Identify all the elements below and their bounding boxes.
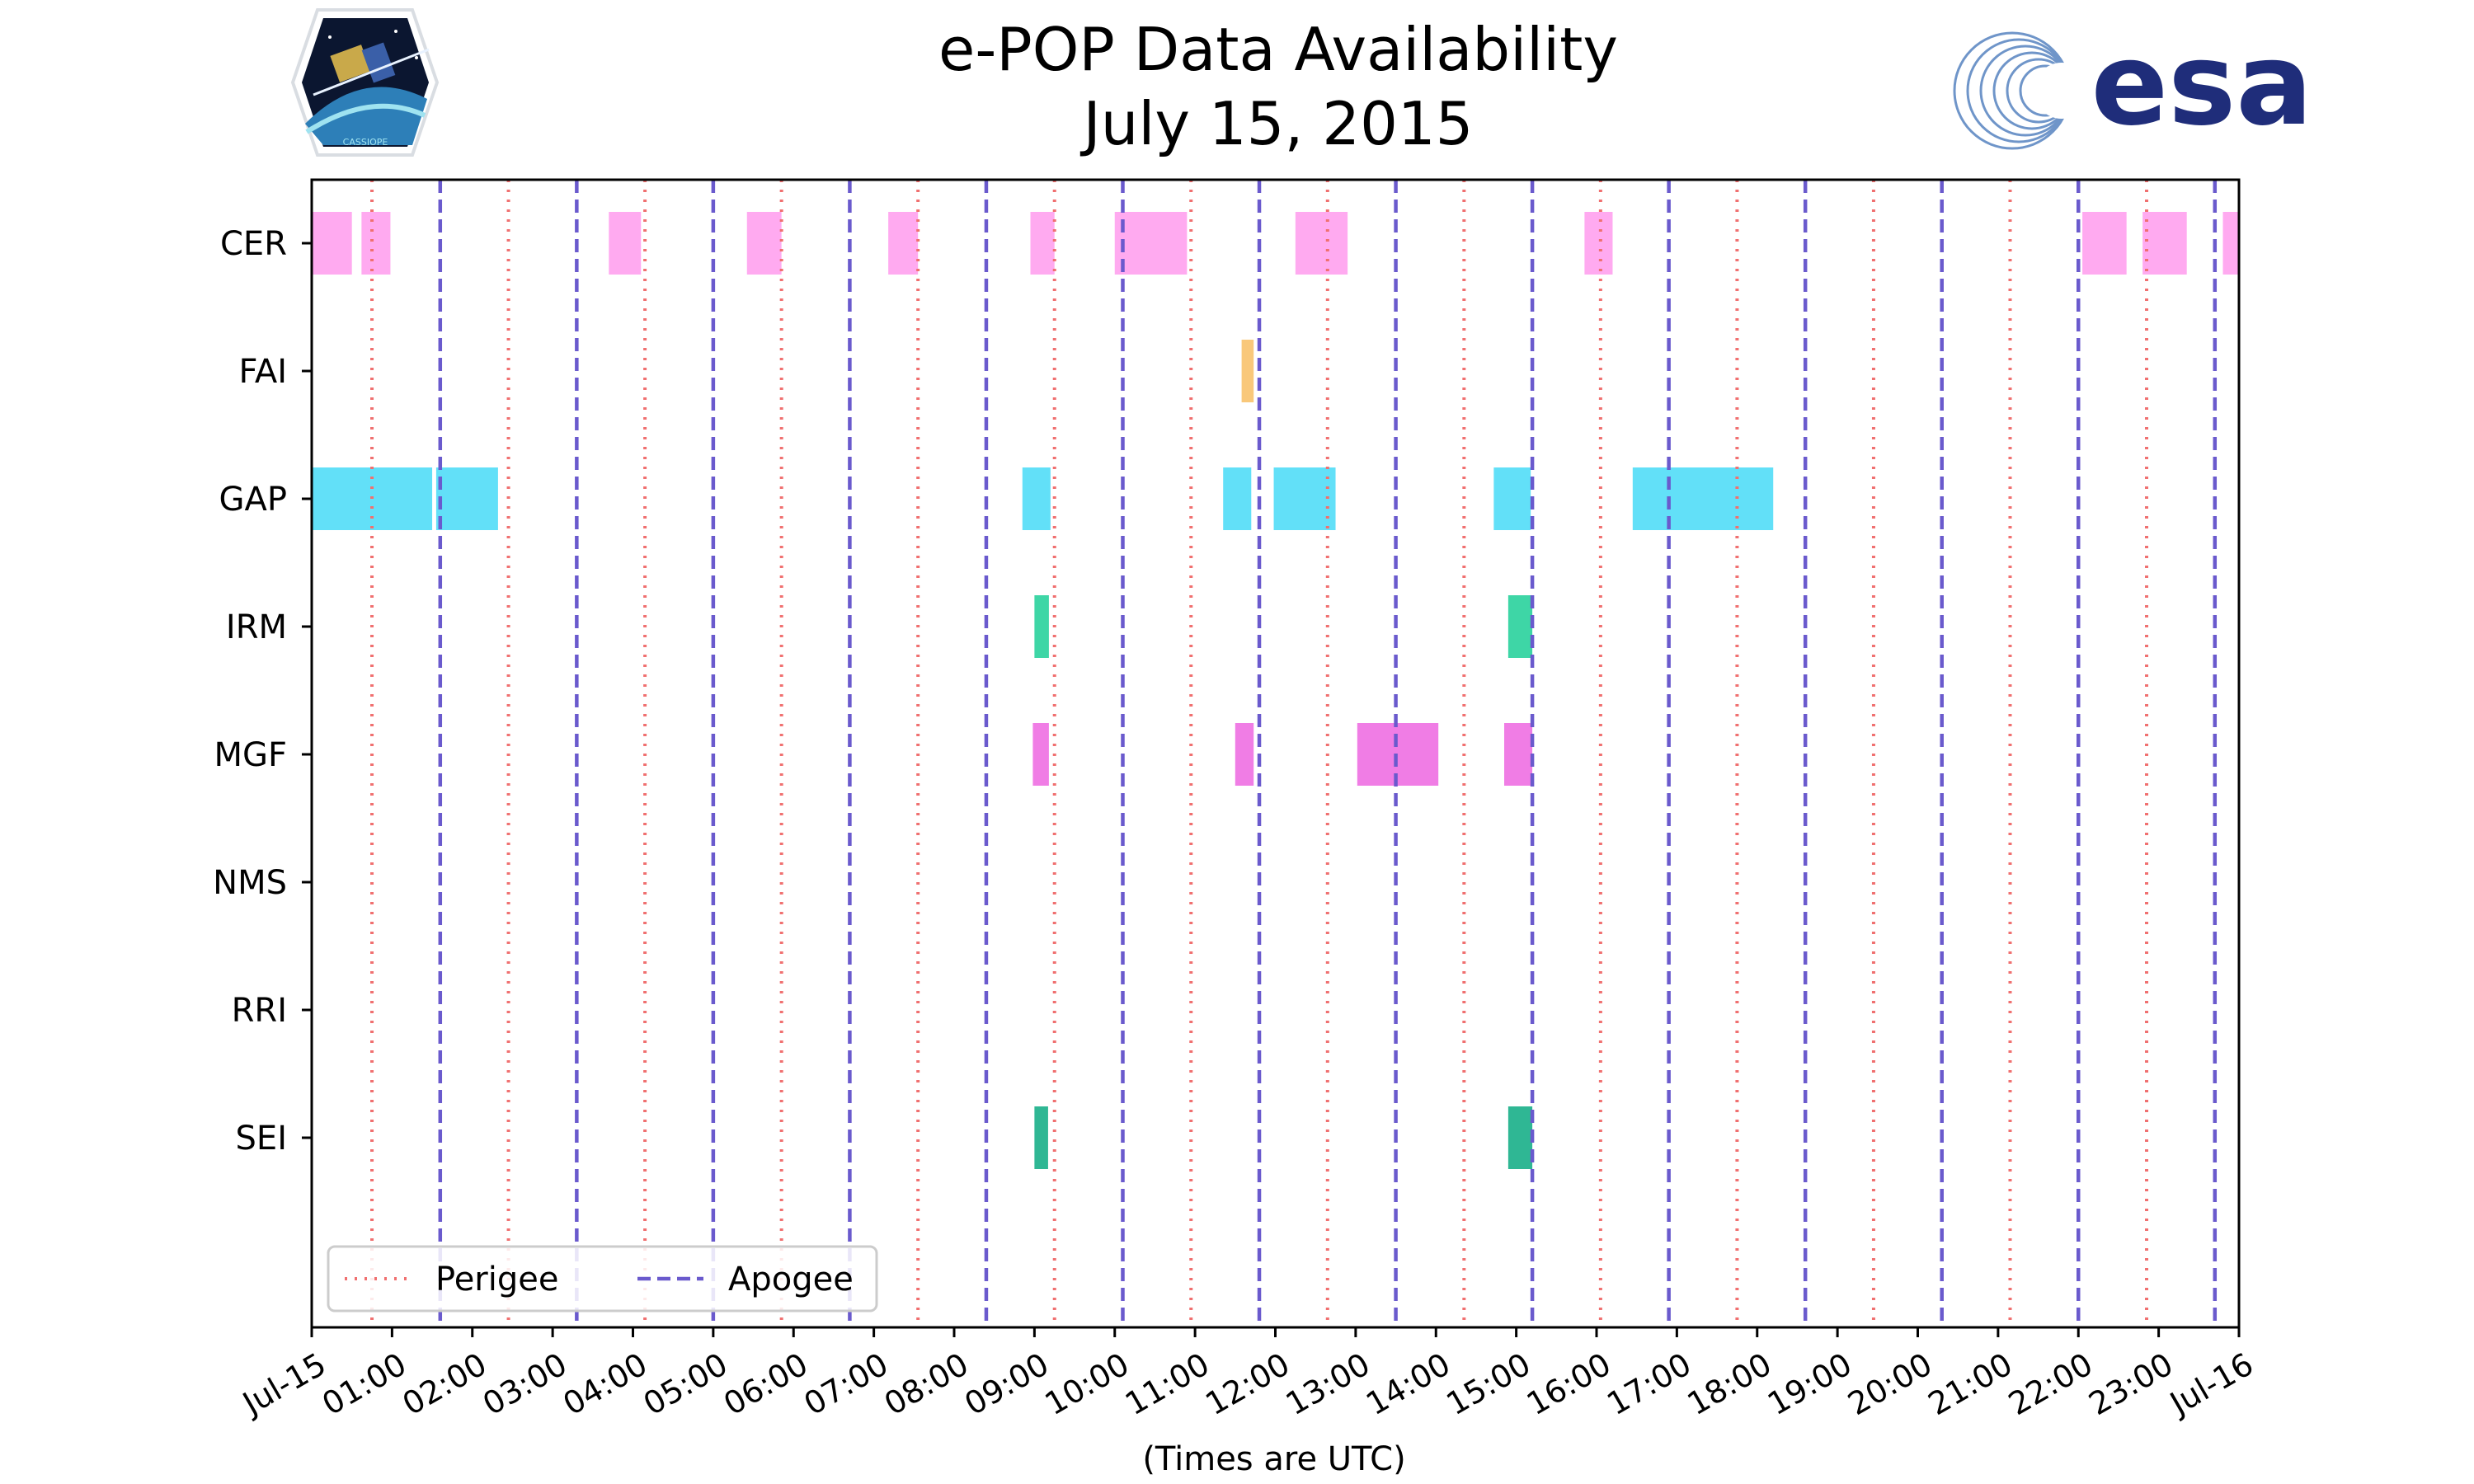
bar-cer-0 bbox=[312, 212, 352, 275]
legend-perigee-label: Perigee bbox=[435, 1261, 558, 1298]
bar-cer-2 bbox=[609, 212, 642, 275]
x-tick-label-24: Jul-16 bbox=[2163, 1345, 2260, 1422]
chart-title: e-POP Data Availability bbox=[938, 15, 1618, 84]
legend-box bbox=[327, 1245, 878, 1313]
x-axis-label: (Times are UTC) bbox=[1142, 1440, 1405, 1478]
x-tick-label-21: 21:00 bbox=[1922, 1345, 2019, 1422]
x-tick-label-18: 18:00 bbox=[1681, 1345, 1778, 1422]
x-tick-label-8: 08:00 bbox=[878, 1345, 975, 1422]
x-tick-label-3: 03:00 bbox=[477, 1345, 573, 1422]
y-tick-label-cer: CER bbox=[220, 225, 287, 263]
bar-sei-1 bbox=[1507, 1106, 1533, 1169]
bar-gap-1 bbox=[435, 467, 498, 530]
bar-irm-0 bbox=[1034, 595, 1049, 658]
y-tick-label-irm: IRM bbox=[226, 608, 287, 646]
bar-cer-10 bbox=[2142, 212, 2187, 275]
data-bars bbox=[312, 212, 2239, 1169]
x-tick-label-1: 01:00 bbox=[316, 1345, 412, 1422]
cassiope-badge-label: CASSIOPE bbox=[343, 137, 388, 148]
bar-gap-5 bbox=[1493, 467, 1531, 530]
x-tick-label-16: 16:00 bbox=[1521, 1345, 1617, 1422]
x-tick-label-6: 06:00 bbox=[717, 1345, 814, 1422]
bar-cer-6 bbox=[1114, 212, 1188, 275]
x-tick-label-19: 19:00 bbox=[1761, 1345, 1858, 1422]
x-tick-label-23: 23:00 bbox=[2083, 1345, 2180, 1422]
esa-wordmark: esa bbox=[2091, 18, 2313, 151]
bar-cer-11 bbox=[2222, 212, 2239, 275]
bar-sei-0 bbox=[1034, 1106, 1048, 1169]
x-tick-label-4: 04:00 bbox=[557, 1345, 653, 1422]
chart-subtitle: July 15, 2015 bbox=[1080, 89, 1474, 158]
esa-logo-icon: esa bbox=[1953, 18, 2313, 151]
legend: Perigee Apogee bbox=[327, 1245, 878, 1313]
cassiope-badge-icon: CASSIOPE bbox=[290, 8, 440, 157]
x-tick-label-13: 13:00 bbox=[1280, 1345, 1376, 1422]
bar-mgf-3 bbox=[1504, 723, 1533, 786]
bar-mgf-2 bbox=[1357, 723, 1439, 786]
legend-apogee-label: Apogee bbox=[728, 1261, 854, 1298]
x-tick-label-14: 14:00 bbox=[1360, 1345, 1456, 1422]
y-tick-label-sei: SEI bbox=[236, 1120, 287, 1158]
x-tick-label-20: 20:00 bbox=[1841, 1345, 1938, 1422]
y-tick-label-rri: RRI bbox=[232, 992, 287, 1030]
x-tick-label-22: 22:00 bbox=[2002, 1345, 2099, 1422]
x-tick-label-5: 05:00 bbox=[637, 1345, 734, 1422]
orbit-lines bbox=[370, 180, 2218, 1327]
y-tick-label-fai: FAI bbox=[239, 353, 288, 391]
bar-cer-3 bbox=[746, 212, 782, 275]
bar-gap-4 bbox=[1273, 467, 1336, 530]
y-tick-label-gap: GAP bbox=[219, 481, 287, 519]
bar-fai-0 bbox=[1241, 340, 1254, 402]
bar-gap-2 bbox=[1022, 467, 1051, 530]
bar-cer-8 bbox=[1584, 212, 1613, 275]
x-tick-label-11: 11:00 bbox=[1119, 1345, 1216, 1422]
bar-gap-3 bbox=[1223, 467, 1252, 530]
plot-area bbox=[312, 180, 2239, 1327]
bar-mgf-0 bbox=[1032, 723, 1049, 786]
y-tick-label-nms: NMS bbox=[213, 864, 287, 902]
x-tick-label-15: 15:00 bbox=[1441, 1345, 1537, 1422]
x-tick-label-2: 02:00 bbox=[397, 1345, 493, 1422]
bar-mgf-1 bbox=[1235, 723, 1254, 786]
x-tick-label-12: 12:00 bbox=[1199, 1345, 1296, 1422]
bar-cer-9 bbox=[2082, 212, 2127, 275]
x-tick-label-9: 09:00 bbox=[958, 1345, 1055, 1422]
bar-cer-5 bbox=[1030, 212, 1055, 275]
bar-cer-1 bbox=[361, 212, 391, 275]
bar-irm-1 bbox=[1507, 595, 1533, 658]
x-tick-label-17: 17:00 bbox=[1601, 1345, 1697, 1422]
plot-background bbox=[312, 180, 2239, 1327]
bar-cer-7 bbox=[1295, 212, 1348, 275]
bar-gap-6 bbox=[1632, 467, 1774, 530]
x-tick-label-0: Jul-15 bbox=[236, 1345, 332, 1422]
x-tick-label-10: 10:00 bbox=[1039, 1345, 1136, 1422]
y-tick-label-mgf: MGF bbox=[214, 736, 287, 774]
bar-cer-4 bbox=[888, 212, 919, 275]
x-tick-label-7: 07:00 bbox=[798, 1345, 895, 1422]
